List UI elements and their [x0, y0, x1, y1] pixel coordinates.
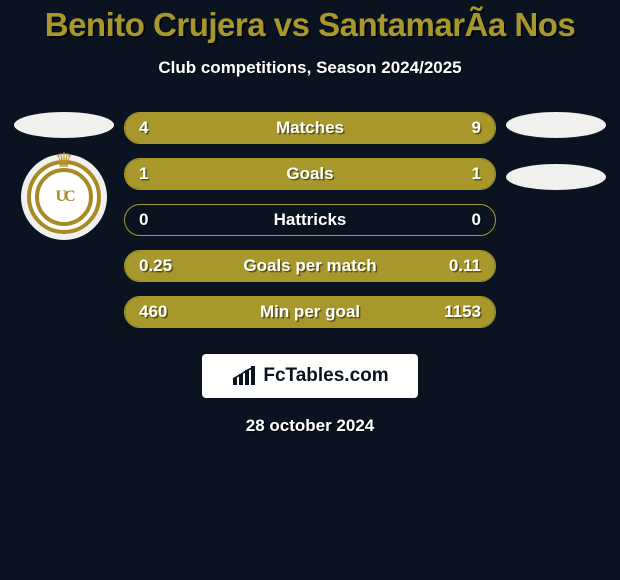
page-title: Benito Crujera vs SantamarÃ­a Nos [0, 6, 620, 44]
right-flag-placeholder-2 [506, 164, 606, 190]
stat-row: 4601153Min per goal [124, 296, 496, 328]
left-team-crest: ♛ UC [21, 154, 107, 240]
stat-row: 0.250.11Goals per match [124, 250, 496, 282]
stat-label: Goals per match [125, 251, 495, 281]
stats-card: Benito Crujera vs SantamarÃ­a Nos Club c… [0, 0, 620, 580]
bar-chart-icon [231, 365, 257, 387]
brand-text: FcTables.com [263, 365, 388, 387]
stat-label: Min per goal [125, 297, 495, 327]
subtitle: Club competitions, Season 2024/2025 [0, 58, 620, 78]
stat-label: Goals [125, 159, 495, 189]
stats-bars: 49Matches 11Goals 00Hattricks 0.250.11Goals… [120, 112, 500, 342]
stat-row: 11Goals [124, 158, 496, 190]
right-team-column [500, 112, 612, 342]
left-team-column: ♛ UC [8, 112, 120, 342]
crest-inner-ring: UC [35, 168, 93, 226]
crown-icon: ♛ [55, 148, 73, 173]
stat-label: Hattricks [125, 205, 495, 235]
stat-row: 49Matches [124, 112, 496, 144]
left-flag-placeholder [14, 112, 114, 138]
card-body: ♛ UC 49Matches 11Goals 00Hattricks 0.250.11… [0, 112, 620, 342]
stat-label: Matches [125, 113, 495, 143]
right-flag-placeholder-1 [506, 112, 606, 138]
brand-badge[interactable]: FcTables.com [202, 354, 418, 398]
stat-row: 00Hattricks [124, 204, 496, 236]
date-line: 28 october 2024 [0, 416, 620, 436]
